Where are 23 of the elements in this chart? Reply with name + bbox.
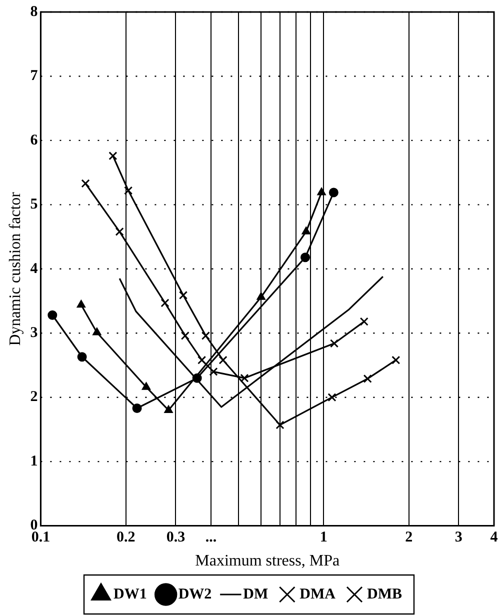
legend-label: DW2 [178,586,212,602]
legend-label: DM [243,586,268,602]
x-tick-label: 0.2 [116,530,136,546]
y-tick-label: 3 [30,325,38,341]
y-axis-title: Dynamic cushion factor [6,191,24,346]
y-tick-label: 7 [30,68,38,84]
x-tick-label: 3 [454,530,462,546]
legend-label: DMB [366,586,402,602]
x-tick-label: 2 [405,530,413,546]
x-tick-label: 4 [490,530,498,546]
y-tick-label: 2 [30,389,38,406]
x-tick-label: ... [205,530,217,546]
legend-label: DMA [300,586,336,602]
legend-label: DW1 [114,586,147,602]
x-tick-label: 0.1 [31,530,50,546]
x-tick-label: 0.3 [166,530,186,546]
y-tick-label: 5 [30,196,38,213]
y-tick-label: 1 [30,453,38,470]
y-tick-label: 6 [30,132,38,148]
x-tick-label: 1 [320,530,328,546]
y-tick-label: 4 [30,260,38,277]
y-tick-label: 8 [30,4,38,20]
x-axis-title: Maximum stress, MPa [195,552,340,570]
